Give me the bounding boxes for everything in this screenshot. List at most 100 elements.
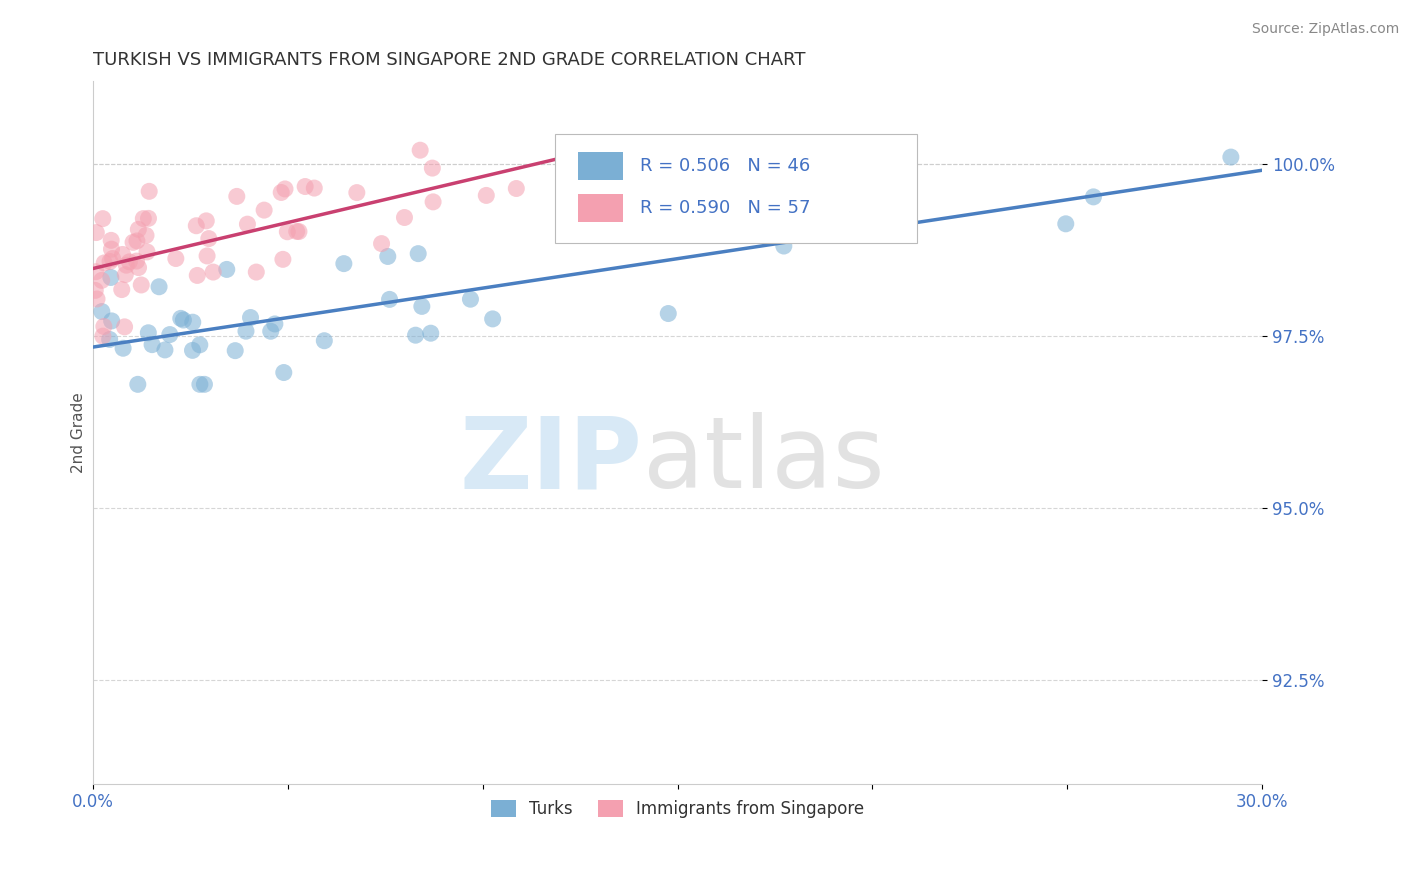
Point <box>215 262 238 277</box>
Point <box>195 249 218 263</box>
Point <box>125 234 148 248</box>
Point <box>181 343 204 358</box>
Point <box>419 326 441 341</box>
Point <box>239 310 262 325</box>
Point <box>132 211 155 226</box>
Point <box>394 211 416 225</box>
Point <box>135 228 157 243</box>
Bar <box>578 194 623 222</box>
Point <box>1083 190 1105 204</box>
Point <box>304 181 326 195</box>
Point <box>122 235 145 250</box>
Point <box>725 220 748 235</box>
Point <box>127 377 149 392</box>
Point <box>136 244 159 259</box>
Point <box>91 329 114 343</box>
Point <box>1054 217 1077 231</box>
Text: R = 0.506   N = 46: R = 0.506 N = 46 <box>640 157 810 175</box>
Point <box>271 252 294 267</box>
Point <box>672 227 695 241</box>
Point <box>93 256 115 270</box>
Text: TURKISH VS IMMIGRANTS FROM SINGAPORE 2ND GRADE CORRELATION CHART: TURKISH VS IMMIGRANTS FROM SINGAPORE 2ND… <box>93 51 806 69</box>
Point <box>159 327 181 342</box>
Point <box>378 293 401 307</box>
Point <box>100 233 122 247</box>
Point <box>475 188 498 202</box>
Point <box>505 181 527 195</box>
Point <box>406 246 429 260</box>
Text: ZIP: ZIP <box>460 412 643 509</box>
Point <box>101 252 124 266</box>
Point <box>288 225 311 239</box>
Point <box>422 194 444 209</box>
Point <box>138 211 160 226</box>
Point <box>294 179 316 194</box>
Text: atlas: atlas <box>643 412 884 509</box>
Point <box>405 328 427 343</box>
Point <box>188 377 211 392</box>
Point <box>273 366 295 380</box>
Point <box>181 315 204 329</box>
Point <box>198 231 221 245</box>
Point <box>111 247 134 261</box>
Point <box>136 326 159 340</box>
Point <box>84 284 107 298</box>
Text: R = 0.590   N = 57: R = 0.590 N = 57 <box>640 199 811 217</box>
Point <box>170 311 193 326</box>
Point <box>333 257 356 271</box>
Point <box>86 292 108 306</box>
Y-axis label: 2nd Grade: 2nd Grade <box>72 392 86 473</box>
Point <box>84 265 107 279</box>
Point <box>276 225 298 239</box>
Point <box>114 319 136 334</box>
Bar <box>578 152 623 179</box>
Point <box>129 277 152 292</box>
Point <box>193 377 215 392</box>
Point <box>90 273 112 287</box>
Point <box>91 211 114 226</box>
Point <box>112 341 135 355</box>
Point <box>93 319 115 334</box>
Point <box>114 268 136 282</box>
Point <box>100 270 122 285</box>
Point <box>111 283 134 297</box>
Point <box>260 324 283 338</box>
FancyBboxPatch shape <box>555 134 917 243</box>
Point <box>806 215 828 229</box>
Text: Source: ZipAtlas.com: Source: ZipAtlas.com <box>1251 22 1399 37</box>
Point <box>153 343 176 357</box>
Point <box>411 299 433 313</box>
Point <box>481 312 503 326</box>
Point <box>346 186 368 200</box>
Point <box>274 182 297 196</box>
Point <box>1219 150 1241 164</box>
Point <box>245 265 267 279</box>
Point <box>224 343 246 358</box>
Point <box>141 337 163 351</box>
Point <box>370 236 392 251</box>
Point <box>314 334 336 348</box>
Point <box>202 265 225 279</box>
Point <box>148 279 170 293</box>
Point <box>270 186 292 200</box>
Point <box>377 250 399 264</box>
Point <box>138 184 160 198</box>
Point <box>127 222 149 236</box>
Point <box>688 219 710 233</box>
Point <box>125 254 148 268</box>
Point <box>84 226 107 240</box>
Point <box>98 254 121 268</box>
Point <box>98 333 121 347</box>
Point <box>172 313 194 327</box>
Point <box>460 292 482 306</box>
Point <box>118 255 141 269</box>
Point <box>235 324 257 338</box>
Point <box>186 268 208 283</box>
Legend: Turks, Immigrants from Singapore: Turks, Immigrants from Singapore <box>484 793 870 824</box>
Point <box>772 239 794 253</box>
Point <box>225 189 247 203</box>
Point <box>285 224 308 238</box>
Point <box>849 211 872 225</box>
Point <box>100 242 122 256</box>
Point <box>188 338 211 352</box>
